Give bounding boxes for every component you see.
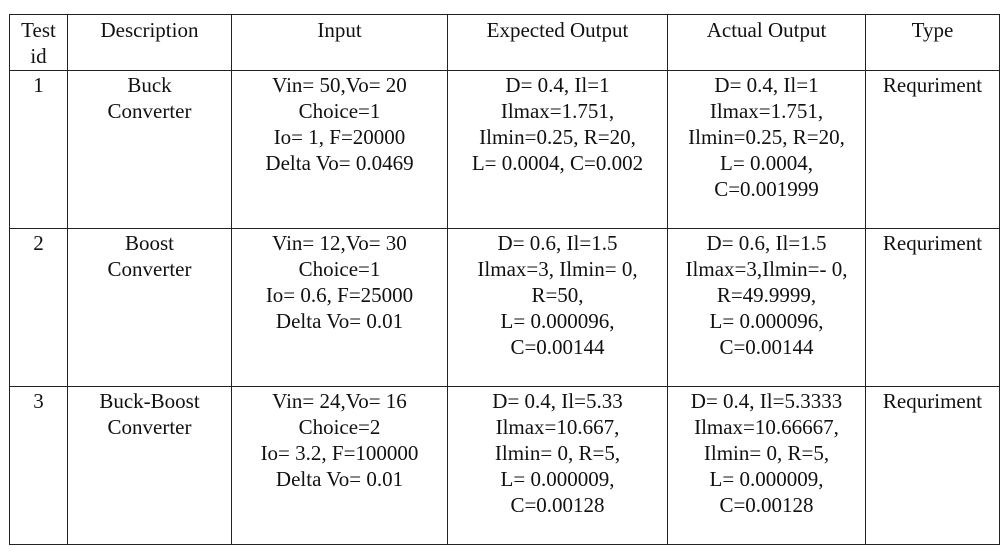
header-test-id: Test id — [9, 14, 68, 71]
cell-line: D= 0.4, Il=5.3333 — [690, 389, 843, 413]
cell-description: Buck Converter — [67, 70, 232, 229]
cell-line: Delta Vo= 0.01 — [275, 467, 404, 491]
cell-line: D= 0.4, Il=1 — [505, 73, 610, 97]
cell-line: Requriment — [882, 231, 983, 255]
cell-expected-output: D= 0.4, Il=5.33 Ilmax=10.667, Ilmin= 0, R=… — [447, 386, 668, 545]
cell-type: Requriment — [865, 228, 1000, 387]
cell-line: 3 — [33, 389, 44, 413]
cell-line: Vin= 24,Vo= 16 — [272, 389, 407, 413]
cell-line: Ilmax=1.751, — [500, 99, 615, 123]
cell-line: Io= 3.2, F=100000 — [260, 441, 419, 465]
cell-line: L= 0.000096, — [709, 309, 824, 333]
header-description: Description — [67, 14, 232, 71]
cell-line: Ilmax=1.751, — [709, 99, 824, 123]
cell-actual-output: D= 0.4, Il=1 Ilmax=1.751, Ilmin=0.25, R=20… — [667, 70, 866, 229]
header-line: id — [30, 44, 47, 68]
cell-line: Ilmax=10.667, — [495, 415, 620, 439]
cell-line: Vin= 50,Vo= 20 — [272, 73, 407, 97]
table-row: 3 Buck-Boost Converter Vin= 24,Vo= 16 Choice… — [9, 386, 1000, 545]
cell-line: Requriment — [882, 389, 983, 413]
header-actual-output: Actual Output — [667, 14, 866, 71]
cell-line: Io= 1, F=20000 — [273, 125, 406, 149]
cell-line: Ilmax=10.66667, — [694, 415, 839, 439]
cell-description: Boost Converter — [67, 228, 232, 387]
cell-line: Delta Vo= 0.01 — [275, 309, 404, 333]
table-body: 1 Buck Converter Vin= 50,Vo= 20 Choice=1 Io= … — [9, 70, 1000, 545]
cell-type: Requriment — [865, 70, 1000, 229]
cell-line: Vin= 12,Vo= 30 — [272, 231, 407, 255]
cell-line: Buck-Boost — [99, 389, 200, 413]
header-line: Description — [100, 18, 199, 42]
cell-test-id: 3 — [9, 386, 68, 545]
header-input: Input — [231, 14, 448, 71]
cell-line: Requriment — [882, 73, 983, 97]
table-row: 2 Boost Converter Vin= 12,Vo= 30 Choice=1 Io=… — [9, 228, 1000, 387]
cell-input: Vin= 50,Vo= 20 Choice=1 Io= 1, F=20000 Delt… — [231, 70, 448, 229]
cell-actual-output: D= 0.4, Il=5.3333 Ilmax=10.66667, Ilmin= 0… — [667, 386, 866, 545]
table-row: 1 Buck Converter Vin= 50,Vo= 20 Choice=1 Io= … — [9, 70, 1000, 229]
cell-line: 1 — [33, 73, 44, 97]
cell-line: 2 — [33, 231, 44, 255]
cell-expected-output: D= 0.4, Il=1 Ilmax=1.751, Ilmin=0.25, R=20… — [447, 70, 668, 229]
cell-type: Requriment — [865, 386, 1000, 545]
cell-actual-output: D= 0.6, Il=1.5 Ilmax=3,Ilmin=- 0, R=49.999… — [667, 228, 866, 387]
cell-line: Ilmin= 0, R=5, — [703, 441, 830, 465]
cell-line: D= 0.4, Il=1 — [714, 73, 819, 97]
cell-line: L= 0.0004, — [720, 151, 813, 175]
cell-line: Ilmin=0.25, R=20, — [688, 125, 845, 149]
cell-line: L= 0.000009, — [709, 467, 824, 491]
cell-line: Boost — [124, 231, 174, 255]
cell-line: Io= 0.6, F=25000 — [265, 283, 414, 307]
cell-line: Buck — [127, 73, 172, 97]
header-line: Actual Output — [706, 18, 827, 42]
cell-line: Choice=2 — [298, 415, 381, 439]
header-line: Input — [317, 18, 362, 42]
cell-input: Vin= 12,Vo= 30 Choice=1 Io= 0.6, F=25000 De… — [231, 228, 448, 387]
cell-line: Ilmin=0.25, R=20, — [479, 125, 636, 149]
cell-line: L= 0.000009, — [500, 467, 615, 491]
cell-line: C=0.00128 — [719, 493, 814, 517]
header-type: Type — [865, 14, 1000, 71]
cell-line: R=50, — [531, 283, 584, 307]
cell-line: Ilmin= 0, R=5, — [494, 441, 621, 465]
cell-line: Ilmax=3, Ilmin= 0, — [477, 257, 638, 281]
cell-line: C=0.001999 — [714, 177, 819, 201]
cell-description: Buck-Boost Converter — [67, 386, 232, 545]
cell-line: Converter — [107, 415, 192, 439]
table-header: Test id Description Input Expected Outpu… — [9, 14, 1000, 71]
cell-line: Converter — [107, 257, 192, 281]
cell-line: D= 0.6, Il=1.5 — [706, 231, 827, 255]
cell-test-id: 2 — [9, 228, 68, 387]
test-case-table: Test id Description Input Expected Outpu… — [9, 14, 1000, 545]
cell-expected-output: D= 0.6, Il=1.5 Ilmax=3, Ilmin= 0, R=50, L= … — [447, 228, 668, 387]
cell-line: C=0.00128 — [510, 493, 605, 517]
cell-line: C=0.00144 — [719, 335, 814, 359]
cell-line: Choice=1 — [298, 257, 381, 281]
cell-line: L= 0.000096, — [500, 309, 615, 333]
cell-test-id: 1 — [9, 70, 68, 229]
header-expected-output: Expected Output — [447, 14, 668, 71]
cell-line: D= 0.6, Il=1.5 — [497, 231, 618, 255]
cell-line: C=0.00144 — [510, 335, 605, 359]
cell-line: D= 0.4, Il=5.33 — [492, 389, 623, 413]
cell-line: Ilmax=3,Ilmin=- 0, — [685, 257, 848, 281]
header-row: Test id Description Input Expected Outpu… — [9, 14, 1000, 71]
header-line: Expected Output — [486, 18, 629, 42]
cell-line: Converter — [107, 99, 192, 123]
cell-input: Vin= 24,Vo= 16 Choice=2 Io= 3.2, F=100000 D… — [231, 386, 448, 545]
cell-line: Delta Vo= 0.0469 — [265, 151, 414, 175]
cell-line: R=49.9999, — [716, 283, 817, 307]
cell-line: L= 0.0004, C=0.002 — [471, 151, 644, 175]
header-line: Test — [21, 18, 56, 42]
cell-line: Choice=1 — [298, 99, 381, 123]
header-line: Type — [911, 18, 954, 42]
